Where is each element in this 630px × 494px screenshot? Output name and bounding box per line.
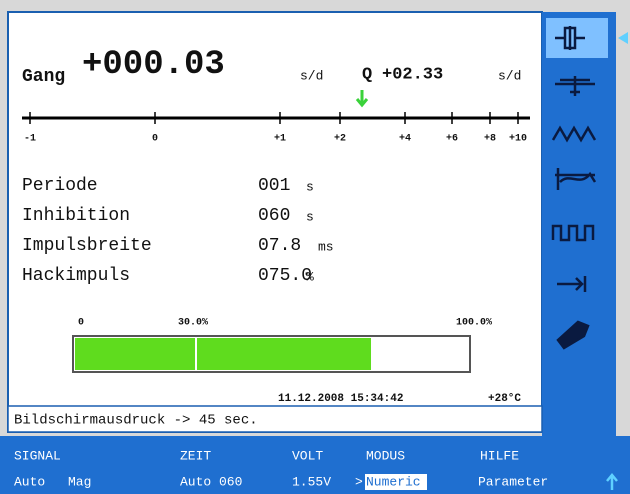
icon-tool	[556, 320, 590, 350]
temperature: +28°C	[488, 393, 521, 405]
scale-label: +1	[274, 134, 286, 145]
scale-label: +4	[399, 134, 411, 145]
param-label: Inhibition	[22, 206, 130, 226]
sidebar-icons	[551, 26, 597, 350]
pointer-arrow	[355, 90, 369, 108]
bar-mark: 30.0%	[178, 318, 208, 329]
scale-label: 0	[152, 134, 158, 145]
scale-label: +6	[446, 134, 458, 145]
q-unit: s/d	[498, 68, 521, 83]
bar-min: 0	[78, 318, 84, 329]
menu-item[interactable]: Numeric	[366, 474, 421, 489]
param-unit: s	[306, 179, 314, 194]
sidebar	[542, 12, 616, 436]
menu-item[interactable]: Auto	[14, 474, 45, 489]
scale-label: -1	[24, 134, 36, 145]
status-line	[7, 405, 543, 433]
menu-title: ZEIT	[180, 448, 211, 463]
scale-label: +10	[509, 134, 527, 145]
icon-balance	[555, 76, 595, 96]
menu-title: MODUS	[366, 448, 405, 463]
menu-item[interactable]: 1.55V	[292, 474, 331, 489]
param-unit: %	[306, 269, 314, 284]
menu-item[interactable]: Parameter	[478, 474, 548, 489]
icon-curve	[555, 168, 597, 190]
menu-title: SIGNAL	[14, 448, 61, 463]
menu-item[interactable]: >	[355, 474, 363, 489]
q-value: +02.33	[382, 65, 443, 84]
menu-bar	[0, 436, 630, 494]
menu-highlight	[365, 474, 427, 490]
sidebar-pointer	[618, 32, 628, 44]
progress-fill	[75, 338, 371, 370]
parameters: Periode 001 s Inhibition 060 s Impulsbreite 07.…	[22, 176, 334, 286]
bar-max: 100.0%	[456, 318, 492, 329]
gang-label: Gang	[22, 67, 65, 87]
icon-probe	[557, 276, 587, 292]
scale-labels: -1 0 +1 +2 +4 +6 +8 +10	[24, 112, 527, 145]
q-label: Q	[362, 65, 372, 84]
scale-label: +2	[334, 134, 346, 145]
param-label: Periode	[22, 176, 98, 196]
scroll-arrow	[606, 473, 618, 490]
param-value: 075.0	[258, 266, 312, 286]
icon-crystal	[555, 26, 585, 50]
menu-item[interactable]: Auto 060	[180, 474, 242, 489]
status-message: Bildschirmausdruck -> 45 sec.	[14, 413, 258, 429]
menu-item[interactable]: Mag	[68, 474, 91, 489]
gang-unit: s/d	[300, 68, 323, 83]
param-label: Hackimpuls	[22, 266, 130, 286]
menu-title: VOLT	[292, 448, 323, 463]
scale-label: +8	[484, 134, 496, 145]
icon-wave	[551, 125, 597, 143]
param-value: 001	[258, 176, 290, 196]
gang-value: +000.03	[82, 46, 225, 84]
menu: SIGNAL Auto Mag ZEIT Auto 060 VOLT 1.55V MODUS>…	[14, 448, 548, 490]
param-unit: ms	[318, 239, 334, 254]
param-unit: s	[306, 209, 314, 224]
datetime: 11.12.2008 15:34:42	[278, 393, 403, 405]
param-value: 07.8	[258, 236, 301, 256]
menu-title: HILFE	[480, 448, 519, 463]
param-label: Impulsbreite	[22, 236, 152, 256]
icon-pulse	[551, 224, 595, 242]
param-value: 060	[258, 206, 290, 226]
